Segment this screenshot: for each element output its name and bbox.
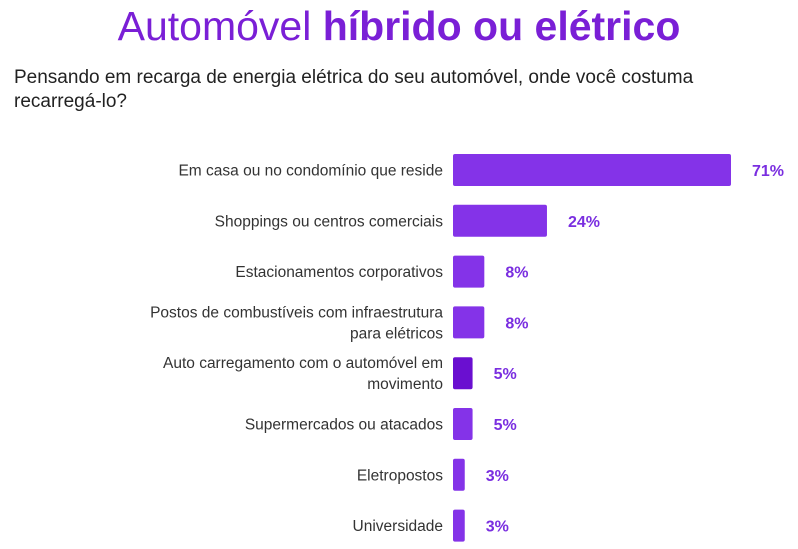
bar-row: Estacionamentos corporativos 8% <box>235 255 528 288</box>
bar-row: Supermercados ou atacados 5% <box>245 408 517 440</box>
value-label: 71% <box>752 163 784 180</box>
value-label: 24% <box>568 214 600 231</box>
bar-row: Em casa ou no condomínio que reside 71% <box>178 154 784 186</box>
category-label: Em casa ou no condomínio que reside <box>178 163 443 180</box>
category-label: Eletropostos <box>357 467 443 484</box>
category-label: Shoppings ou centros comerciais <box>215 213 444 230</box>
category-label: Postos de combustíveis com infraestrutur… <box>150 304 443 342</box>
bar <box>453 509 465 542</box>
value-label: 8% <box>505 265 528 282</box>
page-title: Automóvel híbrido ou elétrico <box>0 2 798 50</box>
title-light: Automóvel <box>117 3 323 49</box>
bar-row: Eletropostos 3% <box>357 458 509 491</box>
bar-chart: Em casa ou no condomínio que reside 71% Sh… <box>150 154 784 542</box>
bar <box>453 154 731 186</box>
category-label: Universidade <box>353 518 443 535</box>
value-label: 8% <box>505 315 528 332</box>
bar-row: Universidade 3% <box>353 509 509 542</box>
value-label: 5% <box>494 417 517 434</box>
bar-row: Postos de combustíveis com infraestrutur… <box>150 304 528 342</box>
category-label: Estacionamentos corporativos <box>235 264 443 281</box>
value-label: 3% <box>486 519 509 536</box>
survey-question: Pensando em recarga de energia elétrica … <box>14 67 694 112</box>
value-label: 3% <box>486 468 509 485</box>
bar <box>453 357 473 390</box>
bar <box>453 408 473 440</box>
category-label: Auto carregamento com o automóvel em movi… <box>163 355 443 393</box>
category-label: Supermercados ou atacados <box>245 417 443 434</box>
bar-row: Auto carregamento com o automóvel em movi… <box>163 355 517 393</box>
bar-row: Shoppings ou centros comerciais 24% <box>215 204 600 237</box>
bar <box>453 255 485 288</box>
bar <box>453 204 547 237</box>
title-bold: híbrido ou elétrico <box>322 3 681 49</box>
bar <box>453 306 485 339</box>
bar <box>453 458 465 491</box>
value-label: 5% <box>494 366 517 383</box>
